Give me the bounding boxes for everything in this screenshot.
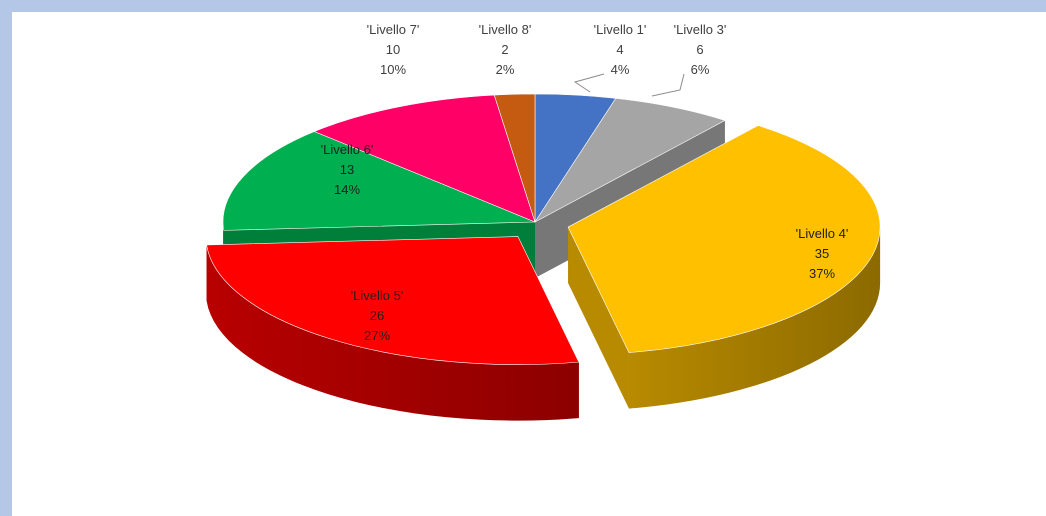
- data-label-6: 'Livello 7' 10 10%: [367, 22, 420, 77]
- slice-6: [313, 94, 536, 223]
- pie-chart: 'Livello 1' 4 4% 'Livello 3' 6 6% 'Livello 4' 3…: [206, 22, 881, 421]
- label-name: 'Livello 1': [594, 22, 647, 37]
- data-labels: 'Livello 1' 4 4% 'Livello 3' 6 6% 'Livello 4' 3…: [321, 22, 849, 343]
- label-value: 26: [370, 308, 384, 323]
- label-value: 4: [616, 42, 623, 57]
- data-label-1: 'Livello 1' 4 4%: [594, 22, 647, 77]
- label-percent: 2%: [496, 62, 515, 77]
- label-name: 'Livello 8': [479, 22, 532, 37]
- label-percent: 6%: [691, 62, 710, 77]
- data-label-5: 'Livello 6' 13 14%: [321, 142, 374, 197]
- leader-line-1: [573, 73, 605, 93]
- slice-3: [567, 125, 881, 353]
- label-value: 35: [815, 246, 829, 261]
- slice-side-3: [628, 227, 881, 409]
- pie-tops: [206, 93, 881, 365]
- leader-lines: [573, 73, 685, 97]
- chart-area: 'Livello 1' 4 4% 'Livello 3' 6 6% 'Livello 4' 3…: [12, 12, 1046, 516]
- label-percent: 14%: [334, 182, 360, 197]
- label-value: 2: [501, 42, 508, 57]
- slice-2: [534, 98, 726, 223]
- slice-5: [222, 131, 536, 231]
- label-percent: 27%: [364, 328, 390, 343]
- label-value: 10: [386, 42, 400, 57]
- slice-wall-3-end: [568, 227, 629, 409]
- label-name: 'Livello 5': [351, 288, 404, 303]
- label-name: 'Livello 6': [321, 142, 374, 157]
- label-value: 6: [696, 42, 703, 57]
- slice-7: [493, 93, 536, 223]
- data-label-2: 'Livello 3' 6 6%: [674, 22, 727, 77]
- label-percent: 37%: [809, 266, 835, 281]
- label-percent: 4%: [611, 62, 630, 77]
- label-value: 13: [340, 162, 354, 177]
- data-label-3: 'Livello 4' 35 37%: [796, 226, 849, 281]
- slice-4: [206, 236, 580, 365]
- data-label-4: 'Livello 5' 26 27%: [351, 288, 404, 343]
- data-label-7: 'Livello 8' 2 2%: [479, 22, 532, 77]
- label-percent: 10%: [380, 62, 406, 77]
- leader-line-2: [651, 73, 685, 97]
- label-name: 'Livello 4': [796, 226, 849, 241]
- label-name: 'Livello 3': [674, 22, 727, 37]
- label-name: 'Livello 7': [367, 22, 420, 37]
- slice-side-4: [206, 244, 579, 421]
